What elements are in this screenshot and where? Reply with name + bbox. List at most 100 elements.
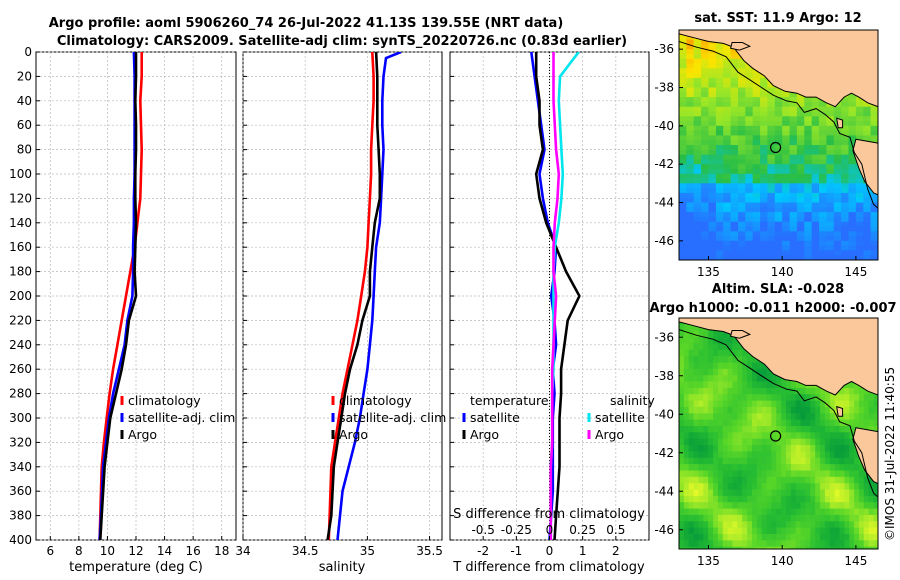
heatmap-cell [742,356,748,364]
heatmap-cell [771,87,776,93]
heatmap-cell [697,145,702,151]
heatmap-cell [704,207,710,213]
heatmap-cell [874,202,878,208]
heatmap-cell [874,245,878,251]
heatmap-cell [688,330,695,338]
heatmap-cell [686,159,691,165]
heatmap-cell [824,451,831,459]
heatmap-cell [717,527,724,535]
heatmap-cell [815,226,820,232]
heatmap-cell [761,521,768,529]
heatmap-cell [697,164,702,170]
heatmap-cell [722,489,729,497]
heatmap-cell [800,226,805,232]
heatmap-cell [686,63,691,69]
heatmap-cell [800,255,805,260]
heatmap-cell [693,495,700,503]
heatmap-cell [752,231,757,237]
heatmap-cell [717,394,724,402]
heatmap-cell [693,245,698,251]
heatmap-cell [782,197,787,204]
heatmap-cell [810,527,816,535]
heatmap-cell [756,240,761,247]
heatmap-cell [837,125,842,132]
heatmap-cell [683,387,690,395]
heatmap-cell [766,502,773,510]
map-x-tick-label: 140 [771,554,794,568]
heatmap-cell [756,212,761,218]
heatmap-cell [815,101,820,108]
heatmap-cell [708,337,714,345]
heatmap-cell [712,154,717,160]
heatmap-cell [863,125,868,132]
heatmap-cell [734,63,739,69]
heatmap-cell [683,457,690,465]
heatmap-cell [679,464,685,472]
heatmap-cell [712,121,717,127]
heatmap-cell [734,97,739,103]
heatmap-cell [830,173,835,180]
heatmap-cell [723,121,728,127]
heatmap-cell [752,451,758,459]
heatmap-cell [837,149,842,156]
heatmap-cell [774,245,780,251]
heatmap-cell [793,240,798,247]
heatmap-cell [742,368,748,376]
heatmap-cell [766,445,773,452]
heatmap-cell [756,527,763,535]
heatmap-cell [679,527,685,535]
heatmap-cell [795,483,802,491]
heatmap-cell [848,125,853,132]
heatmap-cell [708,73,713,79]
heatmap-cell [811,111,816,117]
heatmap-cell [679,406,685,414]
heatmap-cell [868,413,875,421]
heatmap-cell [789,135,794,141]
heatmap-cell [766,375,773,383]
heatmap-cell [688,502,695,510]
heatmap-cell [688,426,695,433]
heatmap-cell [679,495,685,503]
heatmap-cell [704,92,710,98]
heatmap-cell [778,164,783,170]
heatmap-cell [868,394,875,402]
heatmap-cell [868,521,875,529]
heatmap-cell [826,116,831,122]
legend-label: satellite-adj. clim [339,410,446,425]
heatmap-cell [713,387,719,395]
heatmap-cell [800,521,807,529]
heatmap-cell [826,245,831,251]
heatmap-cell [793,159,798,165]
tasmania-shape [852,138,878,196]
heatmap-cell [785,145,791,151]
heatmap-cell [719,130,724,136]
heatmap-cell [781,457,787,465]
heatmap-cell [833,140,839,146]
heatmap-cell [833,231,839,237]
heatmap-cell [715,250,721,256]
heatmap-cell [810,432,816,440]
heatmap-cell [686,44,691,50]
heatmap-cell [683,426,690,433]
heatmap-cell [713,540,719,548]
heatmap-cell [811,135,816,141]
heatmap-cell [726,164,732,170]
heatmap-cell [849,457,855,465]
heatmap-cell [774,192,780,199]
heatmap-cell [679,502,685,510]
heatmap-cell [790,534,797,541]
heatmap-cell [686,188,691,194]
heatmap-cell [698,432,704,440]
heatmap-cell [693,394,700,402]
heatmap-cell [701,135,706,141]
heatmap-cell [854,521,860,529]
heatmap-cell [761,470,768,478]
heatmap-cell [795,451,802,459]
heatmap-cell [829,457,836,465]
heatmap-cell [686,164,691,170]
legend-label: satellite-adj. clim [128,410,235,425]
heatmap-cell [679,82,684,89]
heatmap-cell [719,226,724,232]
heatmap-cell [868,419,875,427]
